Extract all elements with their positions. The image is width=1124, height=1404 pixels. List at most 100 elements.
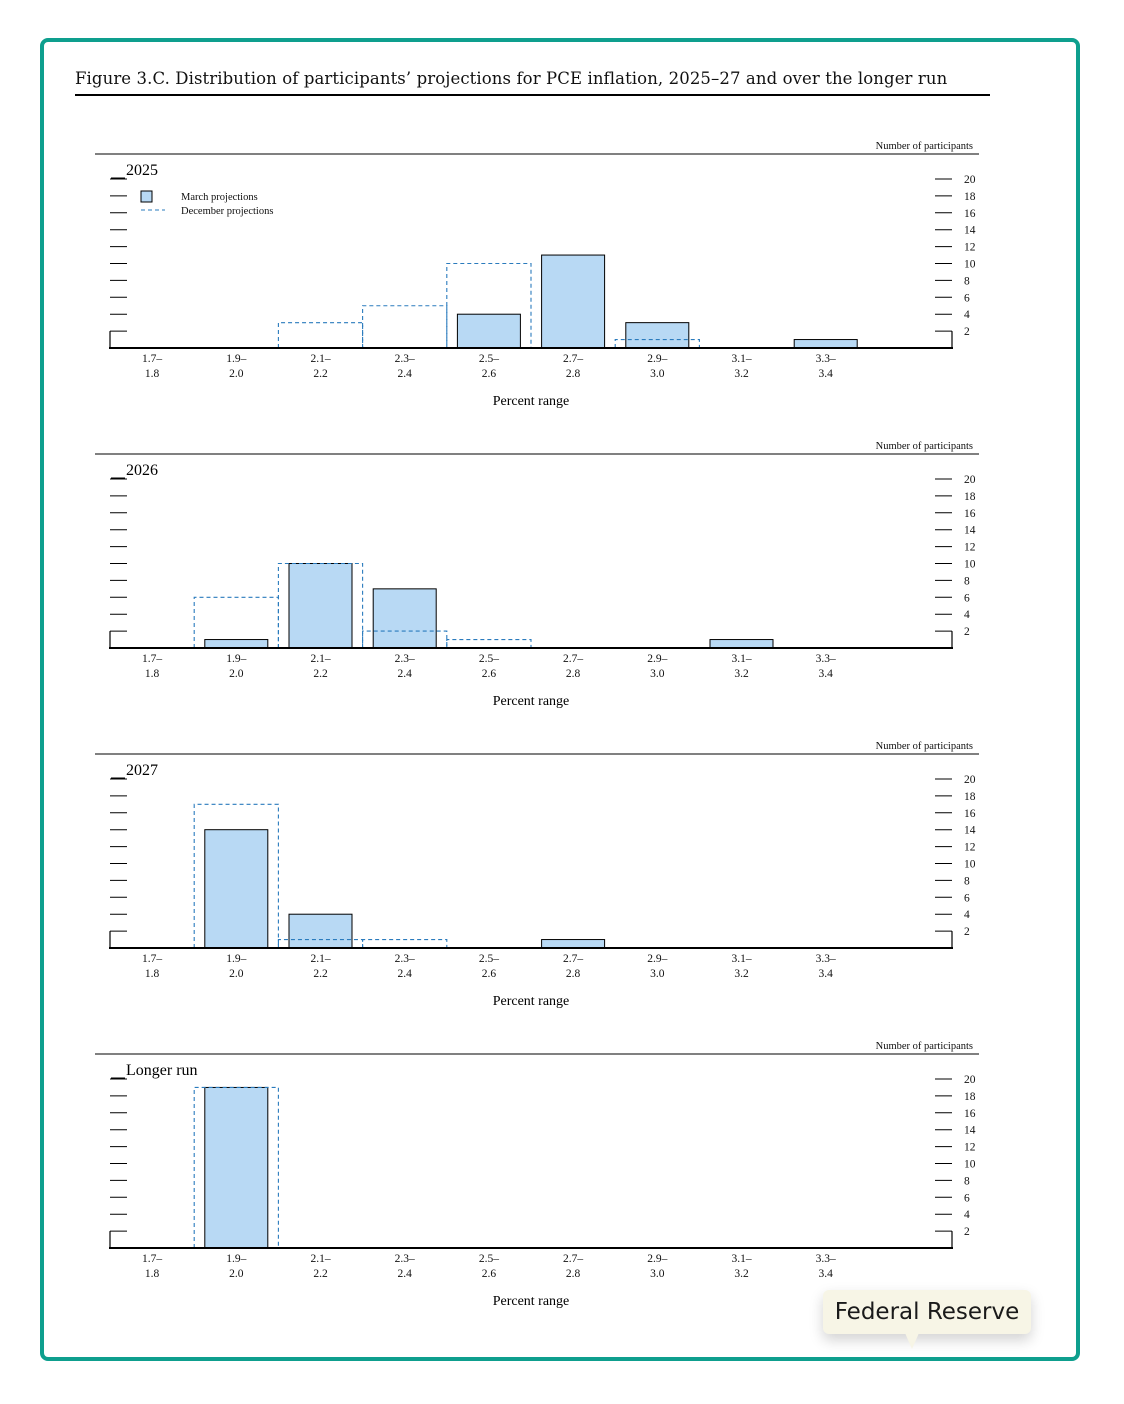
december-outline	[277, 939, 364, 948]
march-bar	[288, 563, 353, 649]
x-tick-label: 3.1–	[731, 653, 751, 665]
y-unit-label: Number of participants	[876, 741, 973, 752]
y-tick-label: 4	[964, 609, 970, 621]
y-tick-label: 8	[964, 1175, 970, 1187]
x-tick-label: 2.3–	[395, 353, 415, 365]
x-tick-label: 1.9–	[226, 953, 246, 965]
y-tick-label: 2	[964, 1226, 970, 1238]
y-tick-label: 18	[964, 1091, 976, 1103]
x-tick-label: 2.8	[566, 1268, 581, 1280]
x-tick-label: 2.9–	[647, 953, 667, 965]
y-unit-label: Number of participants	[876, 1041, 973, 1052]
tooltip-label: Federal Reserve	[834, 1299, 1020, 1325]
x-tick-label: 3.4	[819, 968, 834, 980]
y-tick-label: 4	[964, 909, 970, 921]
x-tick-label: 2.0	[229, 668, 244, 680]
x-tick-label: 2.1–	[310, 1253, 330, 1265]
y-tick-label: 8	[964, 575, 970, 587]
x-tick-label: 1.9–	[226, 353, 246, 365]
legend-march-label: March projections	[181, 192, 258, 203]
x-tick-label: 1.9–	[226, 653, 246, 665]
december-outline	[193, 803, 279, 948]
x-tick-label: 1.7–	[142, 953, 162, 965]
x-tick-label: 2.8	[566, 368, 581, 380]
x-tick-label: 2.0	[229, 368, 244, 380]
y-tick-label: 12	[964, 1142, 976, 1154]
y-tick-label: 8	[964, 875, 970, 887]
y-tick-label: 14	[964, 1125, 976, 1137]
y-tick-label: 2	[964, 326, 970, 338]
y-tick-label: 4	[964, 309, 970, 321]
x-tick-label: 3.4	[819, 1268, 834, 1280]
march-bar	[204, 829, 269, 949]
march-bar	[204, 1086, 269, 1249]
x-tick-label: 3.3–	[816, 653, 836, 665]
panel-label: 2026	[126, 462, 158, 479]
legend-march-swatch	[140, 190, 153, 203]
y-tick-label: 16	[964, 208, 976, 220]
x-tick-label: 2.5–	[479, 1253, 499, 1265]
x-tick-label: 3.3–	[816, 953, 836, 965]
y-unit-label: Number of participants	[876, 141, 973, 152]
y-tick-label: 14	[964, 825, 976, 837]
x-tick-label: 1.8	[145, 968, 160, 980]
x-tick-label: 2.4	[398, 668, 413, 680]
march-bar	[625, 322, 690, 349]
y-tick-label: 6	[964, 292, 970, 304]
december-outline	[193, 1086, 279, 1248]
y-tick-label: 16	[964, 1108, 976, 1120]
x-tick-label: 3.1–	[731, 953, 751, 965]
x-tick-label: 2.1–	[310, 653, 330, 665]
x-tick-label: 2.5–	[479, 653, 499, 665]
x-tick-label: 1.7–	[142, 353, 162, 365]
december-outline	[362, 939, 448, 948]
y-tick-label: 18	[964, 791, 976, 803]
x-tick-label: 2.4	[398, 1268, 413, 1280]
x-tick-label: 2.5–	[479, 353, 499, 365]
y-tick-label: 14	[964, 225, 976, 237]
x-tick-label: 3.2	[734, 368, 749, 380]
x-tick-label: 3.2	[734, 1268, 749, 1280]
y-tick-label: 12	[964, 842, 976, 854]
december-outline	[362, 630, 448, 648]
y-tick-label: 18	[964, 191, 976, 203]
x-tick-label: 3.0	[650, 368, 665, 380]
y-tick-label: 4	[964, 1209, 970, 1221]
panel-label: 2027	[126, 762, 158, 779]
x-tick-label: 2.6	[482, 968, 497, 980]
x-tick-label: 3.0	[650, 668, 665, 680]
tooltip-tail	[905, 1333, 919, 1349]
y-tick-label: 20	[964, 174, 976, 186]
x-tick-label: 2.7–	[563, 353, 583, 365]
y-tick-label: 10	[964, 259, 976, 271]
december-outline	[362, 305, 448, 348]
y-tick-label: 12	[964, 542, 976, 554]
x-tick-label: 1.9–	[226, 1253, 246, 1265]
x-tick-label: 1.8	[145, 368, 160, 380]
december-outline	[193, 596, 279, 648]
x-tick-label: 2.3–	[395, 653, 415, 665]
x-tick-label: 2.1–	[310, 953, 330, 965]
y-tick-label: 6	[964, 1192, 970, 1204]
x-tick-label: 3.2	[734, 668, 749, 680]
title-rule	[75, 94, 990, 96]
x-tick-label: 2.4	[398, 368, 413, 380]
x-tick-label: 1.7–	[142, 1253, 162, 1265]
y-unit-label: Number of participants	[876, 441, 973, 452]
y-tick-label: 12	[964, 242, 976, 254]
december-outline	[277, 562, 364, 648]
panel-label: Longer run	[126, 1062, 198, 1079]
figure-title: Figure 3.C. Distribution of participants…	[75, 69, 948, 88]
x-axis-label: Percent range	[493, 694, 570, 709]
x-tick-label: 2.5–	[479, 953, 499, 965]
december-outline	[277, 322, 364, 348]
x-tick-label: 3.4	[819, 668, 834, 680]
x-tick-label: 3.3–	[816, 353, 836, 365]
y-tick-label: 6	[964, 892, 970, 904]
march-bar	[372, 588, 437, 649]
y-tick-label: 20	[964, 774, 976, 786]
x-tick-label: 2.2	[313, 368, 328, 380]
x-tick-label: 2.1–	[310, 353, 330, 365]
y-tick-label: 10	[964, 559, 976, 571]
